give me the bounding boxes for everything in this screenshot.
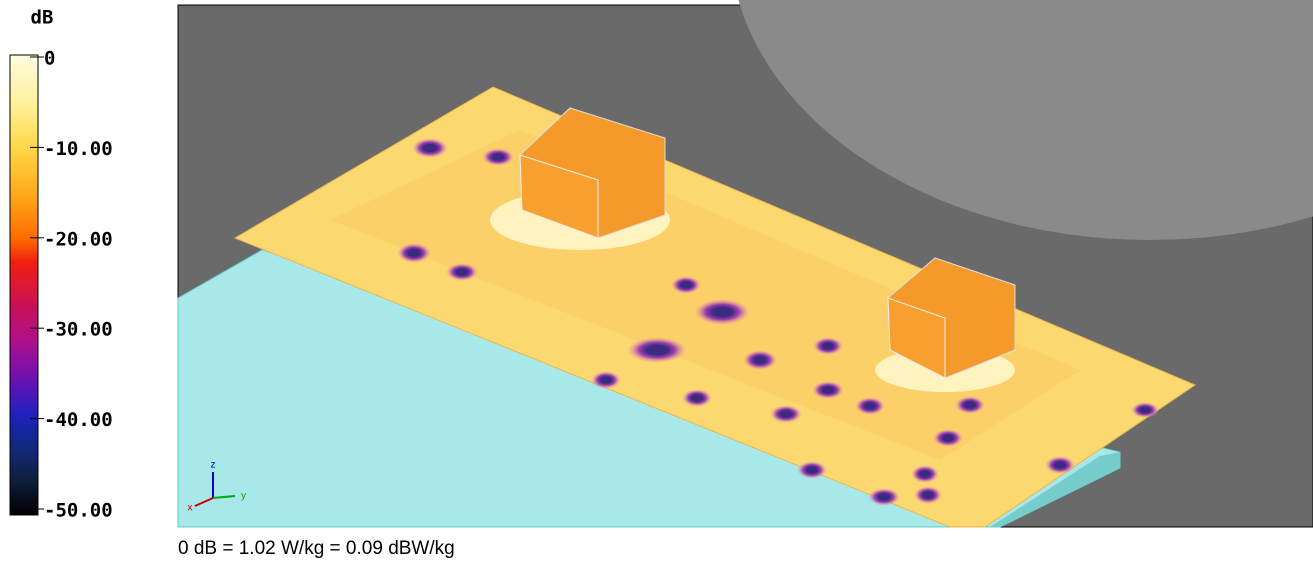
colorbar-unit: dB (31, 7, 54, 29)
low-field-spot (812, 381, 844, 399)
low-field-spot (868, 488, 900, 506)
colorbar-label: -50.00 (44, 500, 113, 522)
low-field-spot (694, 299, 750, 325)
colorbar-label: -10.00 (44, 138, 113, 160)
low-field-spot (1045, 456, 1075, 474)
colorbar-label: -20.00 (44, 228, 113, 250)
low-field-spot (933, 429, 963, 447)
low-field-spot (743, 350, 777, 370)
low-field-spot (813, 337, 843, 355)
low-field-spot (911, 465, 939, 483)
low-field-spot (1131, 402, 1159, 418)
axis-y-label: y (241, 491, 246, 502)
low-field-spot (591, 371, 621, 389)
low-field-spot (671, 276, 701, 294)
axis-z-label: z (211, 460, 216, 471)
low-field-spot (627, 337, 687, 363)
low-field-spot (797, 461, 827, 479)
low-field-spot (914, 486, 942, 504)
low-field-spot (446, 263, 478, 281)
colorbar-label: -30.00 (44, 319, 113, 341)
low-field-spot (855, 397, 885, 415)
colorbar-label: -40.00 (44, 409, 113, 431)
low-field-spot (682, 389, 712, 407)
low-field-spot (955, 396, 985, 414)
caption: 0 dB = 1.02 W/kg = 0.09 dBW/kg (178, 538, 455, 559)
page: dB 0 -10.00 -20.00 -30.00 -40.00 -50.00 z y x… (0, 0, 1313, 568)
low-field-spot (770, 405, 802, 423)
scene: dB 0 -10.00 -20.00 -30.00 -40.00 -50.00 z y x… (0, 0, 1313, 568)
colorbar (10, 55, 38, 515)
low-field-spot (482, 148, 514, 166)
colorbar-label: 0 (44, 48, 55, 70)
low-field-spot (412, 138, 448, 158)
low-field-spot (397, 243, 431, 263)
axis-x-label: x (188, 503, 193, 514)
